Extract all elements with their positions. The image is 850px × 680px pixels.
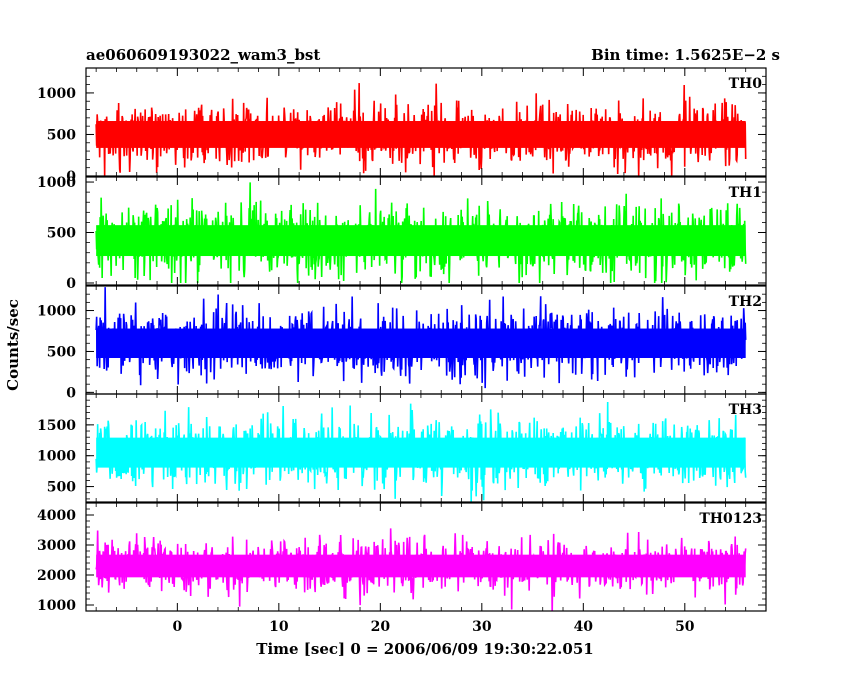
y-tick-label: 500	[47, 480, 76, 496]
y-axis-label: Counts/sec	[4, 299, 22, 391]
y-tick-label: 500	[47, 127, 76, 143]
panel-th0123: 1000 2000 3000 4000 TH0123	[37, 502, 767, 614]
panel-name-label: TH3	[729, 402, 762, 418]
observation-title: ae060609193022_wam3_bst	[86, 46, 320, 64]
y-tick-label: 1000	[37, 598, 76, 614]
panel-frame	[85, 393, 767, 503]
y-tick-label: 500	[47, 344, 76, 360]
panel-th2: 0 500 1000 TH2	[37, 285, 767, 401]
y-tick-label: 1500	[37, 418, 76, 434]
x-tick-label: 0	[172, 619, 182, 635]
series-th1-core	[96, 225, 746, 257]
x-tick-label: 10	[269, 619, 289, 635]
y-tick-label: 1000	[37, 449, 76, 465]
y-tick-label: 1000	[37, 304, 76, 320]
y-tick-label: 0	[66, 385, 76, 401]
y-tick-label: 0	[66, 276, 76, 292]
panel-name-label: TH0	[729, 76, 763, 92]
y-tick-label: 1000	[37, 175, 76, 191]
panel-th0: 0 500 1000 TH0	[37, 67, 767, 185]
series-th3-core	[96, 437, 746, 468]
x-tick-label: 30	[472, 619, 492, 635]
x-axis-label: Time [sec] 0 = 2006/06/09 19:30:22.051	[256, 640, 593, 658]
y-tick-label: 3000	[37, 538, 76, 554]
panel-frame	[85, 176, 767, 286]
y-tick-label: 1000	[37, 86, 76, 102]
y-tick-label: 0	[66, 169, 76, 185]
x-tick-label: 50	[675, 619, 695, 635]
series-th0-core	[96, 121, 746, 148]
y-tick-label: 4000	[37, 508, 76, 524]
series-th0123-core	[96, 554, 746, 578]
series-th2-core	[96, 328, 746, 358]
x-axis: 0 10 20 30 40 50	[172, 619, 694, 635]
x-tick-label: 40	[574, 619, 594, 635]
y-tick-label: 2000	[37, 568, 76, 584]
panel-th3: 500 1000 1500 TH3	[37, 393, 767, 503]
panels-group: 0 500 1000 TH0 0 500 1000 TH1 0 500 1000 TH2 500 1000…	[37, 67, 767, 614]
panel-name-label: TH2	[729, 294, 762, 310]
panel-frame	[85, 67, 767, 177]
bin-time-label: Bin time: 1.5625E−2 s	[591, 46, 780, 64]
x-tick-label: 20	[371, 619, 391, 635]
panel-th1: 0 500 1000 TH1	[37, 175, 767, 292]
panel-name-label: TH0123	[699, 511, 762, 527]
y-tick-label: 500	[47, 226, 76, 242]
panel-name-label: TH1	[729, 185, 762, 201]
